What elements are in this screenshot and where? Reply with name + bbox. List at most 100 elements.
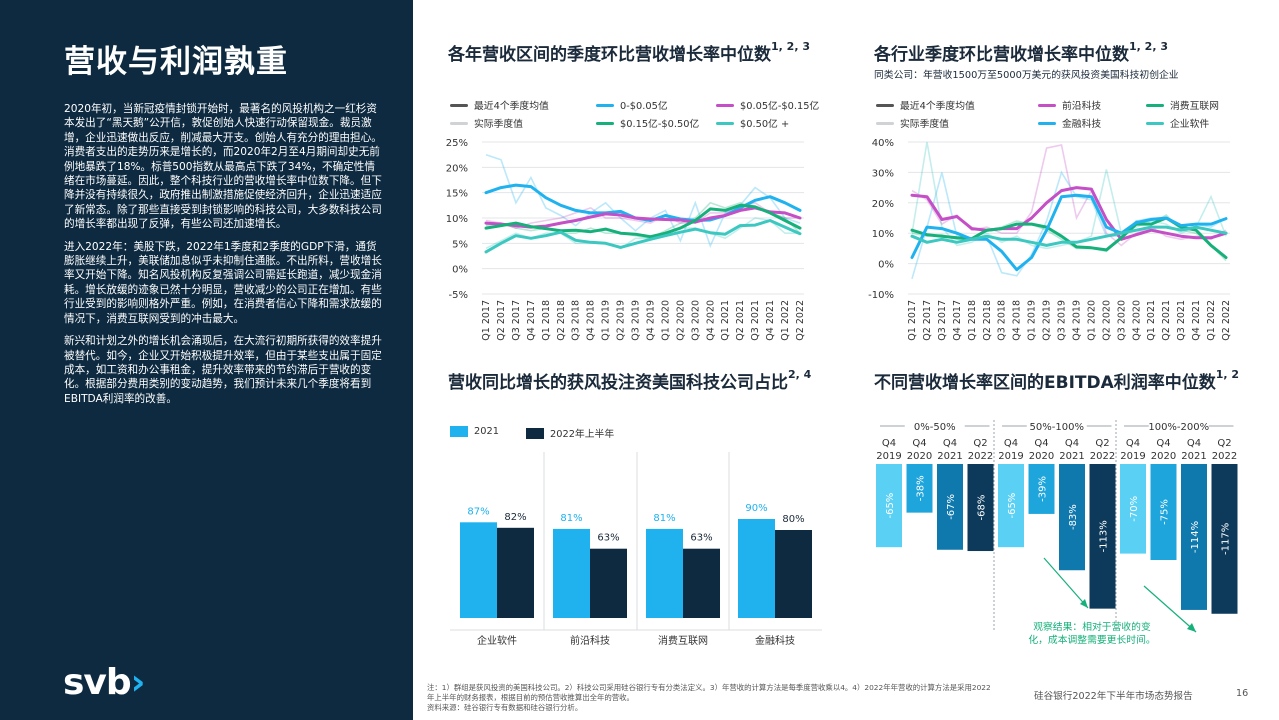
chart3-bar-3-0 bbox=[738, 519, 775, 618]
footer-report-title: 硅谷银行2022年下半年市场态势报告 bbox=[1034, 691, 1193, 702]
chart2-xtick-label: Q2 2017 bbox=[922, 300, 933, 341]
chart1-xtick-label: Q3 2021 bbox=[750, 300, 761, 341]
chart1-legend-actual: 实际季度值 bbox=[450, 116, 523, 130]
chart4-annotation-line2: 化，成本调整需要更长时间。 bbox=[1028, 633, 1155, 646]
chart4-period-year: 2020 bbox=[907, 451, 932, 462]
chart4-period-q: Q4 bbox=[882, 438, 896, 449]
chart2-legend-s1: 消费互联网 bbox=[1146, 98, 1219, 112]
chart4-period-q: Q2 bbox=[1095, 438, 1109, 449]
chart1-xtick-label: Q2 2019 bbox=[616, 300, 627, 341]
paragraph-2: 进入2022年：美股下跌，2022年1季度和2季度的GDP下滑，通货膨胀继续上升… bbox=[64, 240, 382, 325]
chart2-xtick-label: Q2 2022 bbox=[1221, 300, 1232, 341]
chart1-line-chart: 25% 20% 15% 10% 5% 0% -5% Q1 2017 Q2 2017 Q3 2017… bbox=[446, 138, 806, 341]
chart4-period-q: Q4 bbox=[943, 438, 957, 449]
chart4-annotation-line1: 观察结果：相对于营收的变 bbox=[1033, 620, 1151, 633]
chart2-series-3-avg-line bbox=[910, 225, 1228, 247]
chart3-title-sup: 2, 4 bbox=[788, 368, 812, 381]
chart1-xtick-label: Q1 2017 bbox=[481, 300, 492, 341]
chart4-arrow-left bbox=[1043, 557, 1089, 609]
chart4-arrow-right bbox=[1143, 585, 1197, 633]
chart2-xtick-label: Q4 2018 bbox=[1012, 300, 1023, 341]
chart4-bar-0-0 bbox=[876, 464, 902, 548]
chart3-legend-2021-label: 2021 bbox=[474, 426, 499, 437]
chart1-legend-s2-label: $0.15亿-$0.50亿 bbox=[620, 119, 700, 130]
chart2-xtick-label: Q3 2019 bbox=[1057, 300, 1068, 341]
chart2-xtick-label: Q1 2018 bbox=[967, 300, 978, 341]
chart2-legend-avg: 最近4个季度均值 bbox=[876, 98, 975, 112]
chart2-series-2-avg-line bbox=[910, 193, 1228, 272]
chart3-category-label: 消费互联网 bbox=[658, 634, 708, 647]
chart4-data-label: -70% bbox=[1129, 496, 1140, 522]
body-text: 2020年初，当新冠疫情封锁开始时，最著名的风投机构之一红杉资本发出了“黑天鹅”… bbox=[64, 102, 382, 414]
chart4-period-year: 2019 bbox=[998, 451, 1023, 462]
paragraph-1: 2020年初，当新冠疫情封锁开始时，最著名的风投机构之一红杉资本发出了“黑天鹅”… bbox=[64, 103, 382, 231]
chart2-xtick-label: Q1 2017 bbox=[907, 300, 918, 341]
chart4-period-year: 2021 bbox=[937, 451, 962, 462]
chart1-legend-s0-label: 0-$0.05亿 bbox=[620, 101, 668, 112]
chart4-period-q: Q4 bbox=[1187, 438, 1201, 449]
chart1-xtick-label: Q1 2022 bbox=[780, 300, 791, 341]
chart2-xtick-label: Q3 2018 bbox=[997, 300, 1008, 341]
chart2-title: 各行业季度环比营收增长率中位数1, 2, 3 bbox=[874, 40, 1168, 65]
chart1-xtick-label: Q2 2021 bbox=[735, 300, 746, 341]
chart1-ytick-label: -5% bbox=[449, 290, 468, 301]
chart1-legend-avg: 最近4个季度均值 bbox=[450, 98, 549, 112]
chart4-data-label: -38% bbox=[916, 475, 927, 501]
chart4-bar-1-0 bbox=[998, 464, 1024, 548]
chart2-legend-s0-label: 前沿科技 bbox=[1062, 101, 1102, 112]
chart1-xtick-label: Q1 2021 bbox=[720, 300, 731, 341]
footnote-notes: 注：1）群组是获风投资的美国科技公司。2）科技公司采用硅谷银行专有分类法定义。3… bbox=[427, 683, 991, 702]
chart1-xtick-label: Q1 2019 bbox=[601, 300, 612, 341]
chart1-ytick-label: 25% bbox=[446, 138, 468, 149]
chart4-period-q: Q2 bbox=[973, 438, 987, 449]
chart4-data-label: -114% bbox=[1190, 521, 1201, 553]
chart4-bar-2-2 bbox=[1181, 464, 1207, 610]
chart4-group-label: 100%-200% bbox=[1148, 422, 1209, 433]
chart1-legend-s2: $0.15亿-$0.50亿 bbox=[596, 116, 699, 130]
chart2-ytick-label: 20% bbox=[872, 199, 894, 210]
chart4-data-label: -83% bbox=[1068, 504, 1079, 530]
page-number: 16 bbox=[1236, 688, 1249, 699]
chart2-xtick-label: Q3 2017 bbox=[937, 300, 948, 341]
chart3-data-label: 81% bbox=[653, 513, 675, 524]
chart3-bar-0-0 bbox=[460, 522, 497, 618]
chart4-group-label: 50%-100% bbox=[1030, 422, 1084, 433]
logo-text: svb bbox=[63, 662, 132, 703]
chart1-ytick-label: 0% bbox=[452, 265, 468, 276]
chart3-bar-0-1 bbox=[497, 527, 534, 618]
chart4-title-text: 不同营收增长率区间的EBITDA利润率中位数 bbox=[874, 373, 1216, 393]
chart1-xtick-label: Q3 2020 bbox=[690, 300, 701, 341]
chart1-legend-s1: $0.05亿-$0.15亿 bbox=[716, 98, 819, 112]
chart4-bar-0-1 bbox=[906, 464, 933, 513]
chart3-title: 营收同比增长的获风投注资美国科技公司占比2, 4 bbox=[448, 368, 811, 393]
chart2-legend-s0: 前沿科技 bbox=[1038, 98, 1101, 112]
chart1-ytick-label: 10% bbox=[446, 214, 468, 225]
chart2-legend-s3-label: 企业软件 bbox=[1170, 119, 1210, 130]
arrow-head-icon bbox=[1080, 599, 1088, 608]
chart1-xtick-label: Q1 2018 bbox=[541, 300, 552, 341]
chart4-period-year: 2020 bbox=[1151, 451, 1176, 462]
chart2-title-sup: 1, 2, 3 bbox=[1129, 40, 1168, 53]
chart3-data-label: 63% bbox=[690, 533, 712, 544]
chart4-bar-2-0 bbox=[1120, 464, 1146, 554]
chart1-xtick-label: Q3 2017 bbox=[511, 300, 522, 341]
chart2-xtick-label: Q1 2020 bbox=[1086, 300, 1097, 341]
chart1-xtick-label: Q3 2018 bbox=[571, 300, 582, 341]
chart4-title-sup: 1, 2 bbox=[1215, 368, 1240, 381]
chart4-group-label: 0%-50% bbox=[914, 422, 956, 433]
chart1-xtick-label: Q4 2018 bbox=[586, 300, 597, 341]
chart2-legend-actual-label: 实际季度值 bbox=[900, 119, 949, 130]
chart2-title-text: 各行业季度环比营收增长率中位数 bbox=[874, 45, 1129, 65]
chart4-data-label: -117% bbox=[1221, 523, 1232, 555]
chart2-legend-avg-label: 最近4个季度均值 bbox=[900, 101, 975, 112]
chart4-period-year: 2022 bbox=[1090, 451, 1115, 462]
chart1-ytick-label: 5% bbox=[452, 239, 468, 250]
chart3-bar-chart: 87% 82% 企业软件 81% 63% 前沿科技 81% 63% 消费互联网 90% 80% 金融科… bbox=[450, 452, 822, 647]
chart2-xtick-label: Q1 2019 bbox=[1027, 300, 1038, 341]
chart4-period-year: 2021 bbox=[1181, 451, 1206, 462]
chart4-period-year: 2019 bbox=[1120, 451, 1145, 462]
chart2-xtick-label: Q2 2018 bbox=[982, 300, 993, 341]
chart1-xtick-label: Q4 2017 bbox=[526, 300, 537, 341]
chart1-xtick-label: Q1 2020 bbox=[660, 300, 671, 341]
chart1-series-3-avg-line bbox=[484, 219, 802, 254]
